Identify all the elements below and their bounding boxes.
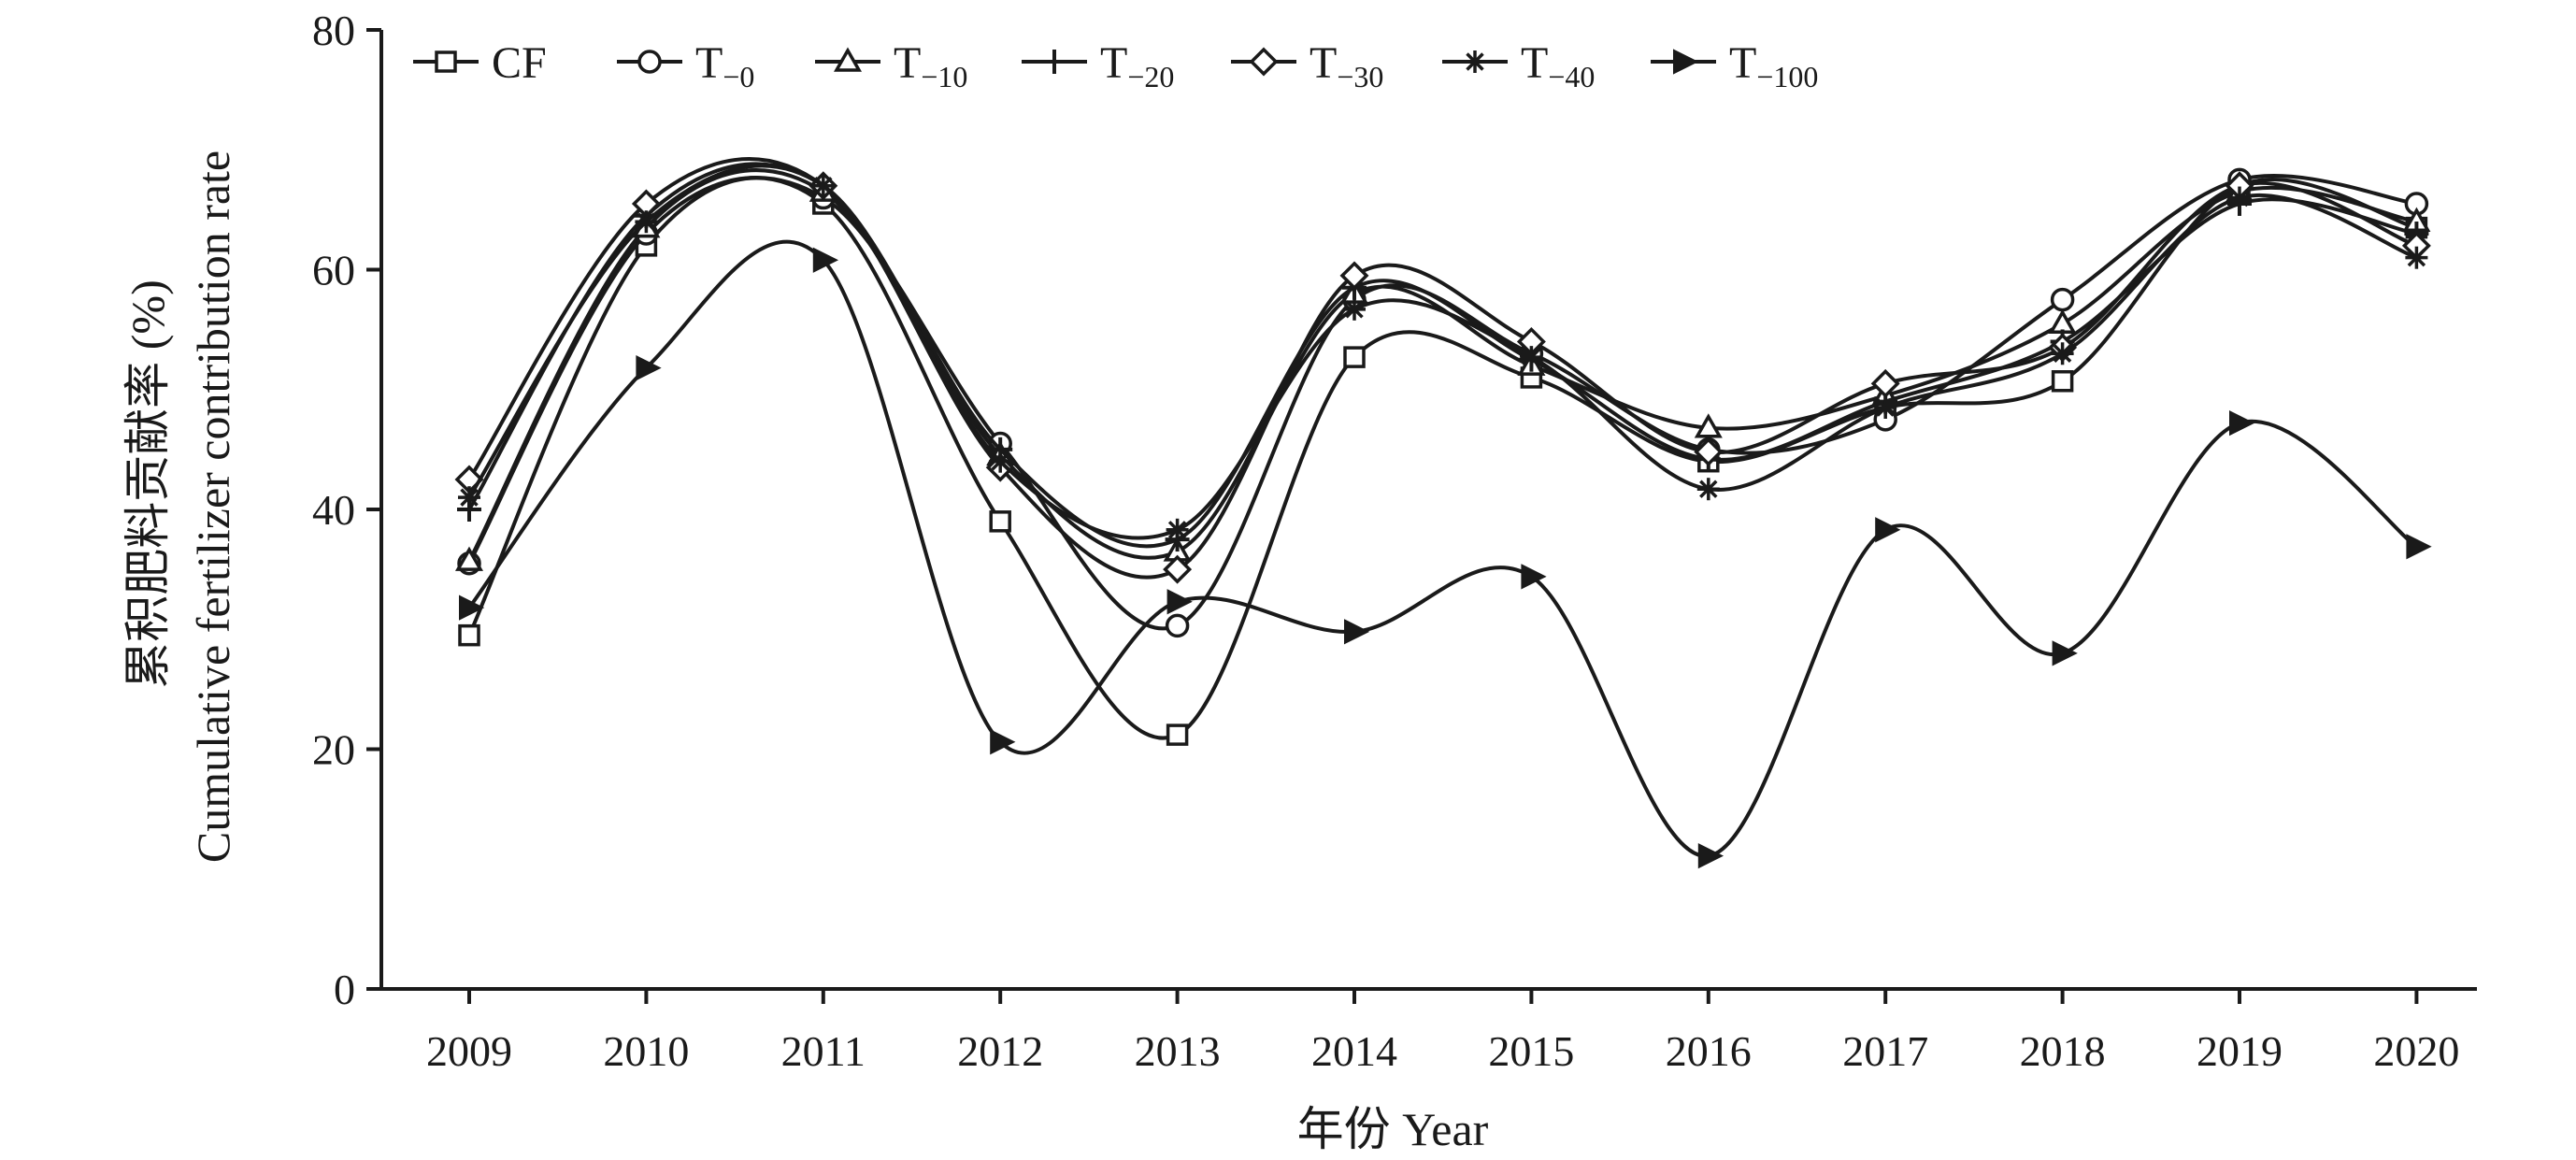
legend-marker bbox=[833, 47, 863, 72]
legend-item-3: T−20 bbox=[1022, 38, 1174, 93]
series-4-point bbox=[1870, 368, 1900, 398]
x-tick-label: 2015 bbox=[1488, 1027, 1574, 1075]
y-tick-label: 60 bbox=[312, 247, 355, 294]
series-3 bbox=[457, 162, 2429, 552]
series-1-point bbox=[1165, 613, 1190, 638]
legend-marker bbox=[435, 50, 457, 73]
legend-item-1: T−0 bbox=[617, 38, 754, 93]
series-6-point bbox=[2229, 410, 2255, 437]
series-6-point bbox=[1344, 619, 1370, 645]
series-5-point bbox=[811, 174, 835, 197]
y-axis-title-english: Cumulative fertilizer contribution rate bbox=[187, 150, 239, 863]
y-tick-label: 40 bbox=[312, 486, 355, 534]
x-tick-label: 2009 bbox=[426, 1027, 512, 1075]
legend-label: T−10 bbox=[894, 38, 967, 93]
series-5-point bbox=[989, 450, 1012, 473]
legend-label: T−40 bbox=[1521, 38, 1595, 93]
legend-label: T−0 bbox=[695, 38, 754, 93]
series-5-point bbox=[1520, 346, 1543, 369]
series-0-line bbox=[467, 176, 2417, 740]
series-6-point bbox=[2052, 640, 2078, 666]
legend-item-5: T−40 bbox=[1442, 38, 1595, 93]
series-6-point bbox=[636, 355, 662, 381]
legend-label: CF bbox=[492, 38, 547, 88]
series-6-point bbox=[990, 729, 1016, 755]
legend-marker bbox=[1464, 50, 1486, 73]
series-3-line bbox=[467, 162, 2417, 549]
y-axis-title-chinese: 累积肥料贡献率 (%) bbox=[122, 279, 174, 688]
legend-item-0: CF bbox=[413, 38, 547, 88]
legend-marker bbox=[1042, 50, 1066, 74]
series-5-line bbox=[467, 164, 2418, 540]
series-5-point bbox=[458, 486, 480, 509]
series-2 bbox=[454, 168, 2431, 571]
x-tick-label: 2014 bbox=[1311, 1027, 1397, 1075]
series-6-line bbox=[467, 239, 2418, 858]
series-5-point bbox=[1874, 395, 1897, 419]
series-5 bbox=[458, 164, 2428, 541]
series-2-point bbox=[454, 546, 484, 571]
series-4-line bbox=[467, 157, 2418, 580]
x-tick-label: 2011 bbox=[781, 1027, 866, 1075]
series-2-point bbox=[2048, 308, 2077, 334]
series-5-point bbox=[1696, 478, 1720, 501]
legend-label: T−20 bbox=[1100, 38, 1174, 93]
x-tick-label: 2013 bbox=[1135, 1027, 1221, 1075]
legend-item-2: T−10 bbox=[815, 38, 967, 93]
y-tick-label: 80 bbox=[312, 7, 355, 54]
series-6-point bbox=[1166, 589, 1193, 615]
legend-marker bbox=[637, 50, 662, 74]
legend-label: T−30 bbox=[1309, 38, 1383, 93]
series-2-point bbox=[1694, 413, 1723, 438]
series-0-point bbox=[989, 510, 1011, 533]
legend-item-6: T−100 bbox=[1651, 38, 1818, 93]
series-0-point bbox=[1343, 346, 1366, 368]
legend-label: T−100 bbox=[1729, 38, 1818, 93]
series-4-point bbox=[1339, 261, 1369, 291]
series-6-point bbox=[459, 594, 485, 621]
x-tick-label: 2017 bbox=[1842, 1027, 1928, 1075]
series-4-point bbox=[1694, 437, 1724, 466]
series-4-point bbox=[1163, 554, 1193, 584]
legend-item-4: T−30 bbox=[1231, 38, 1383, 93]
series-6-point bbox=[1875, 517, 1901, 543]
series-5-point bbox=[1343, 297, 1366, 321]
axes: 0 20 40 60 80 2009 2010 2011 2012 2013 2014 2015 201… bbox=[312, 7, 2477, 1075]
x-axis-title: 年份 Year bbox=[1297, 1103, 1489, 1155]
series-6-point bbox=[1697, 843, 1724, 869]
series-5-point bbox=[635, 210, 658, 234]
series-5-point bbox=[1166, 518, 1189, 541]
series-6-point bbox=[1521, 564, 1547, 590]
x-tick-label: 2018 bbox=[2020, 1027, 2106, 1075]
x-tick-label: 2010 bbox=[603, 1027, 689, 1075]
series-0 bbox=[458, 174, 2428, 746]
series-1-line bbox=[467, 174, 2417, 631]
y-tick-label: 20 bbox=[312, 726, 355, 774]
series-layer bbox=[454, 157, 2432, 869]
x-tick-label: 2016 bbox=[1666, 1027, 1752, 1075]
series-5-point bbox=[2405, 246, 2428, 269]
series-6-point bbox=[2406, 534, 2432, 560]
x-tick-label: 2012 bbox=[957, 1027, 1043, 1075]
y-tick-label: 0 bbox=[334, 966, 355, 1013]
series-0-point bbox=[2051, 370, 2074, 393]
legend-marker bbox=[1673, 49, 1699, 75]
series-6 bbox=[459, 239, 2432, 869]
legend: CF T−0 T−10 T−20 T−30 T−40 T−100 bbox=[413, 38, 1818, 93]
series-1-point bbox=[2050, 287, 2075, 312]
series-5-point bbox=[2051, 342, 2074, 365]
series-1 bbox=[457, 167, 2429, 638]
series-0-point bbox=[458, 623, 480, 647]
series-0-point bbox=[1166, 723, 1189, 746]
series-4 bbox=[454, 157, 2431, 584]
legend-marker bbox=[1249, 47, 1279, 77]
series-5-point bbox=[2228, 186, 2251, 209]
series-6-point bbox=[812, 247, 839, 273]
series-2-line bbox=[467, 168, 2417, 563]
x-tick-label: 2020 bbox=[2373, 1027, 2459, 1075]
x-tick-label: 2019 bbox=[2197, 1027, 2283, 1075]
